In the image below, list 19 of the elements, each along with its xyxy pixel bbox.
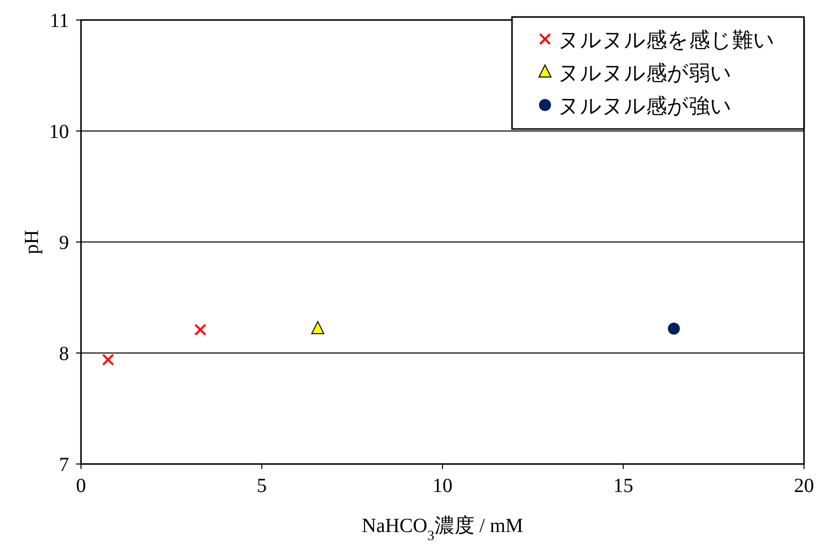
y-tick-label: 10 <box>49 121 69 143</box>
legend-label: ヌルヌル感を感じ難い <box>558 28 775 52</box>
y-tick-label: 9 <box>59 232 69 254</box>
point <box>102 354 114 366</box>
point <box>668 322 680 335</box>
x-tick-label: 15 <box>613 475 634 497</box>
x-tick-label: 0 <box>76 475 86 497</box>
x-tick-label: 5 <box>256 475 267 497</box>
point <box>311 321 324 334</box>
point <box>194 324 206 336</box>
y-axis-title: pH <box>21 230 43 254</box>
y-tick-label: 8 <box>59 343 69 365</box>
legend-label: ヌルヌル感が強い <box>558 94 732 118</box>
legend-label: ヌルヌル感が弱い <box>558 61 732 85</box>
x-axis-title: NaHCO$_{3}$濃度 / mM <box>362 515 524 544</box>
x-tick-label: 10 <box>432 475 452 497</box>
y-tick-label: 7 <box>59 454 69 476</box>
x-tick-label: 20 <box>794 475 814 497</box>
y-tick-label: 11 <box>50 10 69 32</box>
